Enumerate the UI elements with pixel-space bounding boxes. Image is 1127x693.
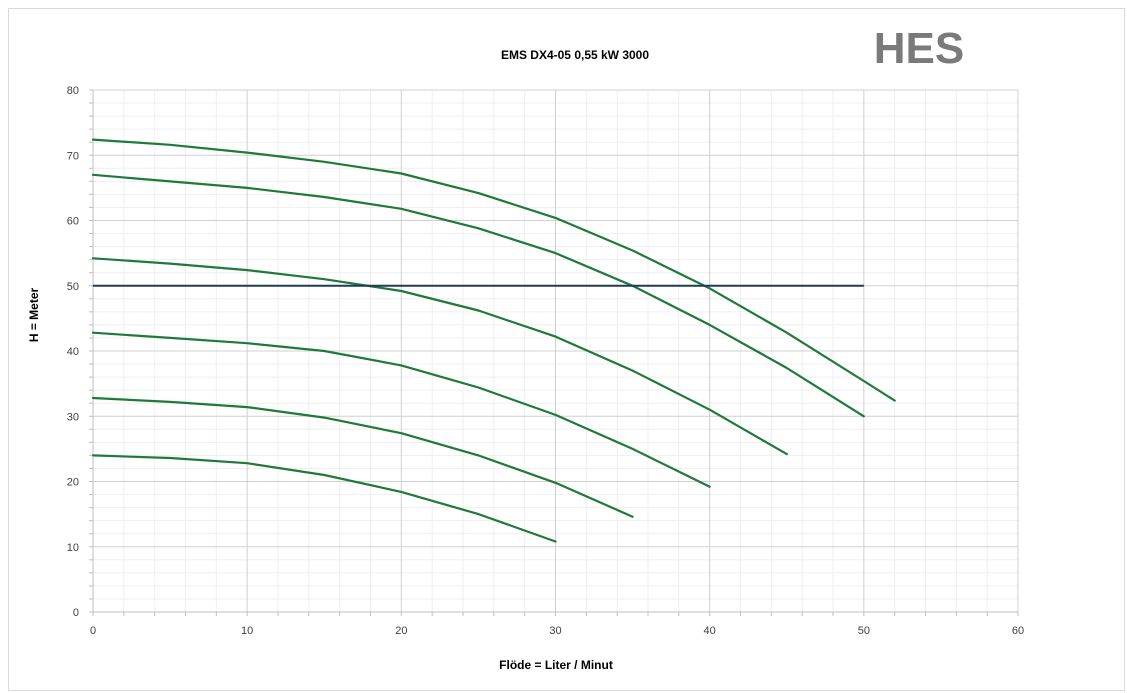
axes xyxy=(89,89,1019,616)
y-tick-label: 80 xyxy=(67,85,79,97)
y-tick-label: 0 xyxy=(73,607,79,619)
y-tick-label: 10 xyxy=(67,542,79,554)
chart-frame: 0 10 20 30 40 50 60 0 10 20 30 40 50 60 70 80 EMS DX4-… xyxy=(8,8,1125,691)
series-layer xyxy=(91,138,896,543)
x-tick-label: 30 xyxy=(549,625,561,637)
x-tick-label: 40 xyxy=(704,625,716,637)
x-axis-title: Flöde = Liter / Minut xyxy=(499,658,613,672)
y-tick-label: 30 xyxy=(67,411,79,423)
y-tick-label: 50 xyxy=(67,281,79,293)
pump-curve-line xyxy=(91,454,557,543)
y-tick-label: 70 xyxy=(67,150,79,162)
y-axis-title: H = Meter xyxy=(27,287,41,342)
pump-curve-line xyxy=(91,396,634,518)
brand-logo: HES xyxy=(874,24,964,73)
x-tick-label: 60 xyxy=(1012,625,1024,637)
y-axis-tick-labels: 0 10 20 30 40 50 60 70 80 xyxy=(67,85,79,619)
pump-curve-chart: 0 10 20 30 40 50 60 0 10 20 30 40 50 60 70 80 EMS DX4-… xyxy=(27,24,1024,672)
pump-curve-line xyxy=(91,173,865,418)
x-tick-label: 0 xyxy=(90,625,96,637)
x-tick-label: 50 xyxy=(858,625,870,637)
y-tick-label: 20 xyxy=(67,477,79,489)
x-tick-label: 10 xyxy=(241,625,253,637)
x-tick-label: 20 xyxy=(395,625,407,637)
y-tick-label: 60 xyxy=(67,216,79,228)
y-tick-label: 40 xyxy=(67,346,79,358)
pump-curve-line xyxy=(91,138,896,402)
pump-curve-line xyxy=(91,331,711,488)
x-axis-tick-labels: 0 10 20 30 40 50 60 xyxy=(90,625,1024,637)
pump-curve-line xyxy=(91,257,788,456)
chart-title: EMS DX4-05 0,55 kW 3000 xyxy=(501,48,649,62)
